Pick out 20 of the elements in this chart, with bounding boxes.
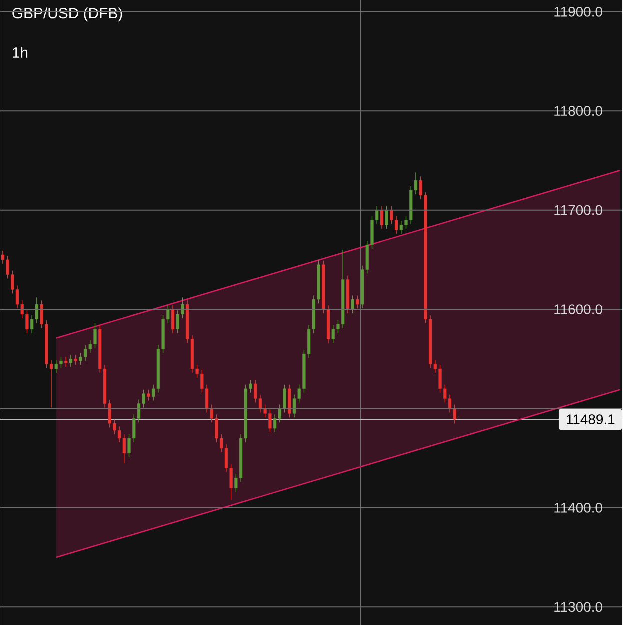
candlestick [171,305,175,334]
candlestick [356,295,360,309]
candlestick [69,354,73,368]
candlestick [380,206,384,230]
y-tick-label: 11600.0 [554,304,602,314]
y-tick-label: 11300.0 [554,602,602,612]
y-tick-label: 11400.0 [554,502,602,513]
candlestick [283,384,286,414]
y-tick-label: 11800.0 [554,106,602,116]
candlestick [351,295,354,314]
candlestick [147,390,150,402]
text: 1h [13,47,28,58]
candlestick [453,404,456,424]
candlestick [64,356,68,368]
chart-title: GBP/USD (DFB) [12,8,122,22]
ref-line-label: 11489.1 [567,414,615,424]
y-tick-label: 11700.0 [554,205,602,216]
candlestick [74,354,78,366]
y-tick-label: 11900.0 [554,6,602,17]
candlestick [385,206,388,230]
